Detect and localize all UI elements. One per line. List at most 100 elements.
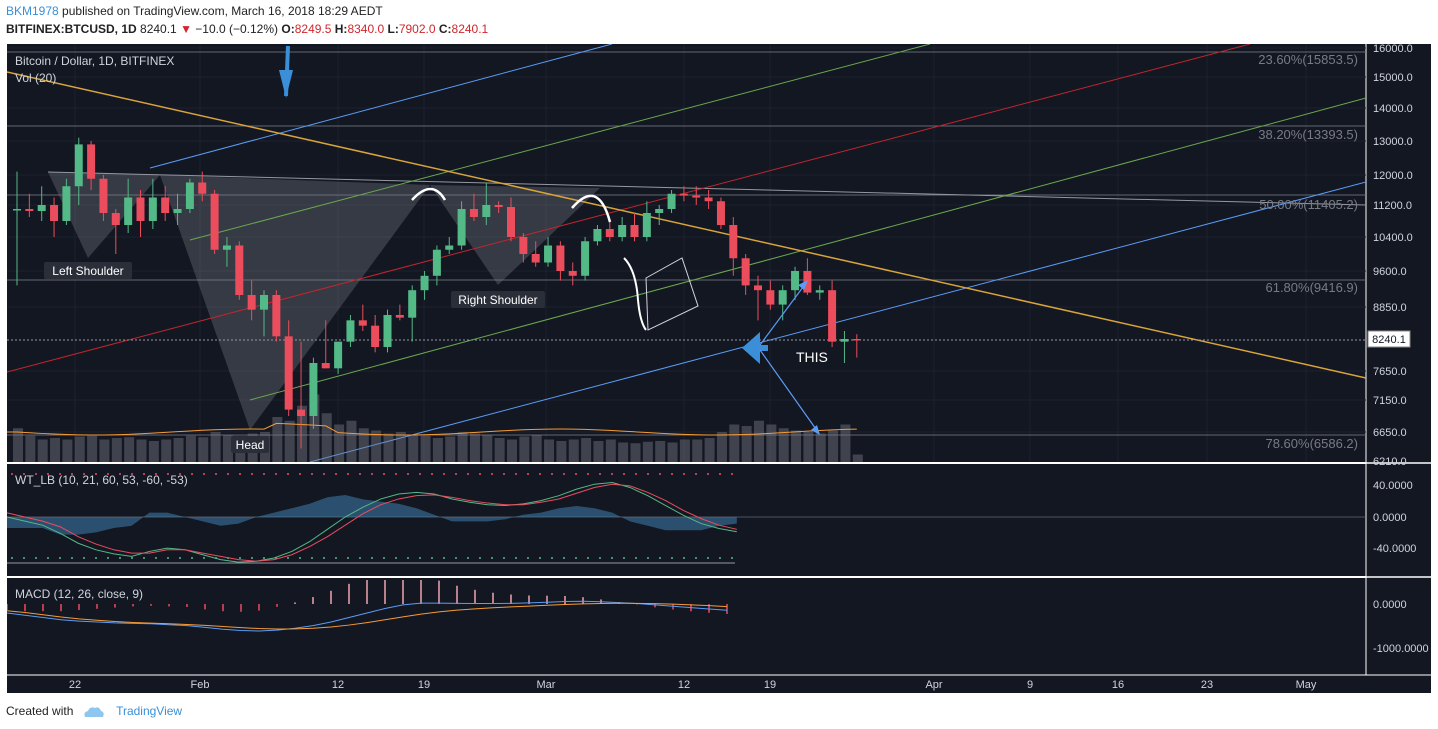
- price-tag: 8240.1: [1372, 334, 1406, 346]
- white-drop-line: [623, 257, 647, 331]
- volume-bar: [457, 432, 468, 462]
- wt-dot-top: [155, 473, 157, 475]
- wt-dot-top: [107, 473, 109, 475]
- candle-body: [198, 182, 207, 194]
- candle-body: [395, 315, 404, 318]
- wt-dot-top: [119, 473, 121, 475]
- created-with: Created with: [6, 704, 74, 718]
- downtrend-line: [7, 71, 1366, 379]
- wt-dot-bottom: [563, 557, 565, 559]
- volume-bar: [161, 439, 172, 462]
- wt-dot-bottom: [359, 557, 361, 559]
- price-axis-label: 11200.0: [1373, 200, 1412, 212]
- wt-dot-bottom: [395, 557, 397, 559]
- wt-dot-top: [563, 473, 565, 475]
- candle-body: [13, 209, 21, 211]
- wt-dot-top: [251, 473, 253, 475]
- wt-dot-bottom: [467, 557, 469, 559]
- price-axis[interactable]: [1366, 44, 1431, 675]
- volume-legend: Vol (20): [15, 71, 56, 85]
- candle-body: [556, 245, 565, 271]
- candle-body: [729, 225, 738, 259]
- wt-dot-bottom: [347, 557, 349, 559]
- wt-dot-top: [71, 473, 73, 475]
- time-axis-label: 9: [1027, 679, 1033, 691]
- time-axis-label: 23: [1201, 679, 1213, 691]
- time-axis[interactable]: [7, 675, 1431, 693]
- volume-bar: [321, 413, 332, 462]
- candle-body: [741, 258, 750, 286]
- wt-dot-top: [575, 473, 577, 475]
- head-triangle: [160, 175, 430, 430]
- wt-dot-bottom: [263, 557, 265, 559]
- wt-dot-top: [455, 473, 457, 475]
- candle-body: [655, 209, 664, 213]
- right-shoulder-label: Right Shoulder: [458, 293, 537, 307]
- last-price: 8240.1: [140, 22, 177, 36]
- price-axis-label: 7650.0: [1373, 366, 1407, 378]
- main-pane[interactable]: [7, 44, 1366, 462]
- candle-body: [210, 193, 219, 250]
- fib-label-618: 61.80%(9416.9): [1265, 280, 1358, 295]
- publish-info: BKM1978 published on TradingView.com, Ma…: [6, 4, 383, 18]
- wt-dot-top: [299, 473, 301, 475]
- wt-dot-top: [179, 473, 181, 475]
- wt-dot-top: [479, 473, 481, 475]
- volume-bar: [173, 438, 184, 462]
- wt-dot-top: [23, 473, 25, 475]
- wt-dot-top: [371, 473, 373, 475]
- candle-body: [507, 207, 515, 237]
- volume-bar: [383, 433, 394, 462]
- candle-body: [828, 290, 837, 342]
- price-axis-label: 8850.0: [1373, 302, 1407, 314]
- candle-body: [754, 285, 762, 291]
- candle-body: [124, 197, 133, 225]
- candle-body: [272, 295, 281, 337]
- macd-axis-label: 0.0000: [1373, 599, 1407, 611]
- price-axis-label: 6650.0: [1373, 427, 1407, 439]
- wt-dot-bottom: [419, 557, 421, 559]
- candle-body: [531, 254, 540, 263]
- macd-pane[interactable]: [7, 578, 1366, 675]
- time-axis-label: Apr: [925, 679, 942, 691]
- wt-dot-top: [515, 473, 517, 475]
- volume-bar: [766, 424, 777, 462]
- candle-body: [605, 229, 614, 237]
- left-shoulder-box: [44, 262, 132, 279]
- wt-dot-bottom: [587, 557, 589, 559]
- axis-labels: 16000.0 15000.0 14000.0 13000.0 12000.0 11200…: [69, 43, 1429, 691]
- main-legend-title: Bitcoin / Dollar, 1D, BITFINEX: [15, 54, 174, 68]
- channel-blue-upper: [149, 44, 613, 169]
- open-label: O:: [281, 22, 295, 36]
- volume-bar: [655, 441, 666, 462]
- candle-body: [383, 315, 392, 347]
- volume-bar: [395, 432, 406, 462]
- macd-legend: MACD (12, 26, close, 9): [15, 587, 143, 601]
- volume-bar: [37, 439, 48, 462]
- wt-dot-bottom: [635, 557, 637, 559]
- candle-body: [37, 205, 46, 211]
- tradingview-link[interactable]: TradingView: [116, 704, 183, 718]
- channel-green-upper: [189, 44, 931, 241]
- wt-dot-top: [167, 473, 169, 475]
- volume-bar: [62, 439, 73, 462]
- wt-dot-top: [263, 473, 265, 475]
- author-link[interactable]: BKM1978: [6, 4, 59, 18]
- candle-body: [469, 209, 478, 217]
- candle-body: [778, 290, 787, 305]
- wt-histogram: [7, 495, 737, 535]
- volume-bar: [791, 430, 802, 462]
- volume-bar: [371, 430, 382, 462]
- wt-dot-top: [359, 473, 361, 475]
- fib-label-500: 50.00%(11405.2): [1259, 197, 1358, 212]
- volume-bar: [581, 438, 592, 462]
- wt-legend: WT_LB (10, 21, 60, 53, -60, -53): [15, 473, 188, 487]
- volume-bar: [704, 438, 715, 462]
- time-axis-label: May: [1296, 679, 1317, 691]
- price-axis-label: 15000.0: [1373, 72, 1413, 84]
- volume-ma-line: [7, 422, 857, 436]
- price-axis-label: 16000.0: [1373, 43, 1413, 55]
- wt-dot-bottom: [167, 557, 169, 559]
- volume-bar: [692, 439, 703, 462]
